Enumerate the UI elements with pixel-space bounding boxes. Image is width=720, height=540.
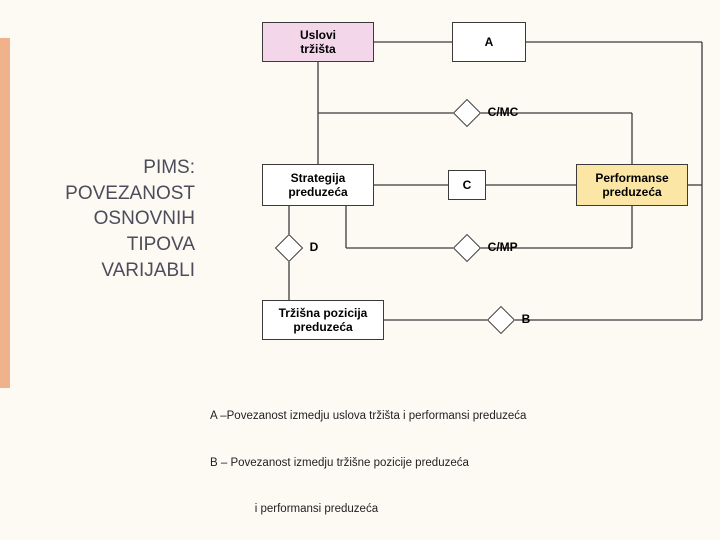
diamond-b: [487, 306, 515, 334]
legend-line: A –Povezanost izmedju uslova tržišta i p…: [210, 409, 710, 425]
title-line: PIMS:: [143, 157, 195, 178]
slide-stage: PIMS: POVEZANOST OSNOVNIH TIPOVA VARIJAB…: [0, 0, 720, 540]
node-a: A: [452, 22, 526, 62]
title-line: VARIJABLI: [101, 260, 195, 281]
node-uslovi: Uslovi tržišta: [262, 22, 374, 62]
accent-bar: [0, 38, 10, 388]
diamond-label-cmc: C/MC: [488, 105, 519, 119]
node-c: C: [448, 170, 486, 200]
diamond-cmc: [453, 99, 481, 127]
legend-line: i performansi preduzeća: [210, 502, 710, 518]
node-perform: Performanse preduzeća: [576, 164, 688, 206]
node-strategija: Strategija preduzeća: [262, 164, 374, 206]
legend-text: A –Povezanost izmedju uslova tržišta i p…: [210, 378, 710, 540]
diamond-d: [275, 234, 303, 262]
title-line: POVEZANOST: [65, 183, 195, 204]
node-trzisna: Tržišna pozicija preduzeća: [262, 300, 384, 340]
diamond-label-b: B: [522, 312, 531, 326]
title-line: OSNOVNIH: [94, 208, 195, 229]
legend-line: B – Povezanost izmedju tržišne pozicije …: [210, 456, 710, 472]
title-line: TIPOVA: [127, 234, 195, 255]
diamond-label-d: D: [310, 240, 319, 254]
slide-title: PIMS: POVEZANOST OSNOVNIH TIPOVA VARIJAB…: [20, 155, 195, 283]
diamond-cmp: [453, 234, 481, 262]
diamond-label-cmp: C/MP: [488, 240, 518, 254]
